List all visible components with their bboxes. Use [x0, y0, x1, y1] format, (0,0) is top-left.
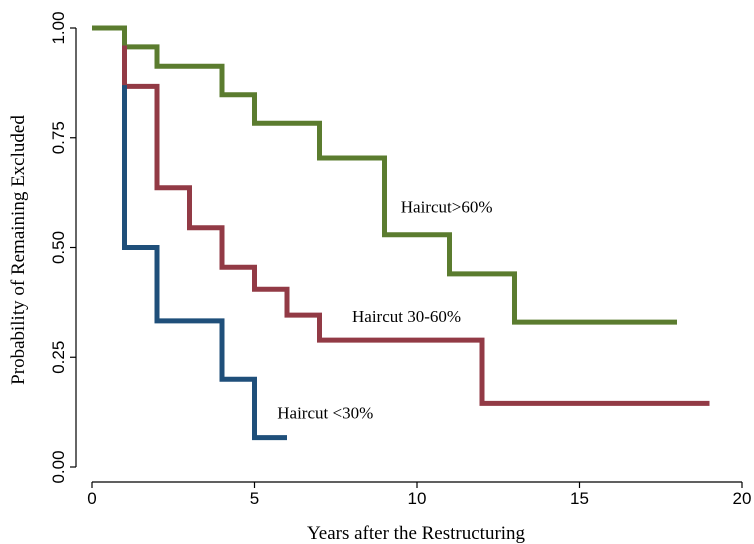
series-layer — [92, 25, 710, 441]
y-tick-label: 0.75 — [49, 121, 68, 154]
y-tick-label: 0.25 — [49, 341, 68, 374]
x-tick-label: 20 — [733, 489, 752, 508]
axes: 0 5 10 15 20 0.00 0.25 0.50 0.75 1.00 — [49, 11, 751, 508]
x-tick-label: 5 — [250, 489, 259, 508]
series-line-3 — [122, 85, 287, 441]
annotation-layer: Haircut>60% Haircut 30-60% Haircut <30% — [277, 197, 492, 422]
x-tick-label: 10 — [408, 489, 427, 508]
y-tick-label: 1.00 — [49, 11, 68, 44]
series-annotation: Haircut <30% — [277, 404, 373, 423]
series-annotation: Haircut 30-60% — [352, 307, 461, 326]
series-annotation: Haircut>60% — [401, 197, 493, 216]
y-tick-label: 0.00 — [49, 450, 68, 483]
series-line-1 — [92, 25, 677, 325]
x-axis-title: Years after the Restructuring — [307, 523, 526, 544]
y-axis-title: Probability of Remaining Excluded — [8, 115, 29, 385]
x-tick-label: 15 — [570, 489, 589, 508]
series-line-2 — [122, 45, 710, 406]
y-tick-label: 0.50 — [49, 231, 68, 264]
x-tick-label: 0 — [87, 489, 96, 508]
